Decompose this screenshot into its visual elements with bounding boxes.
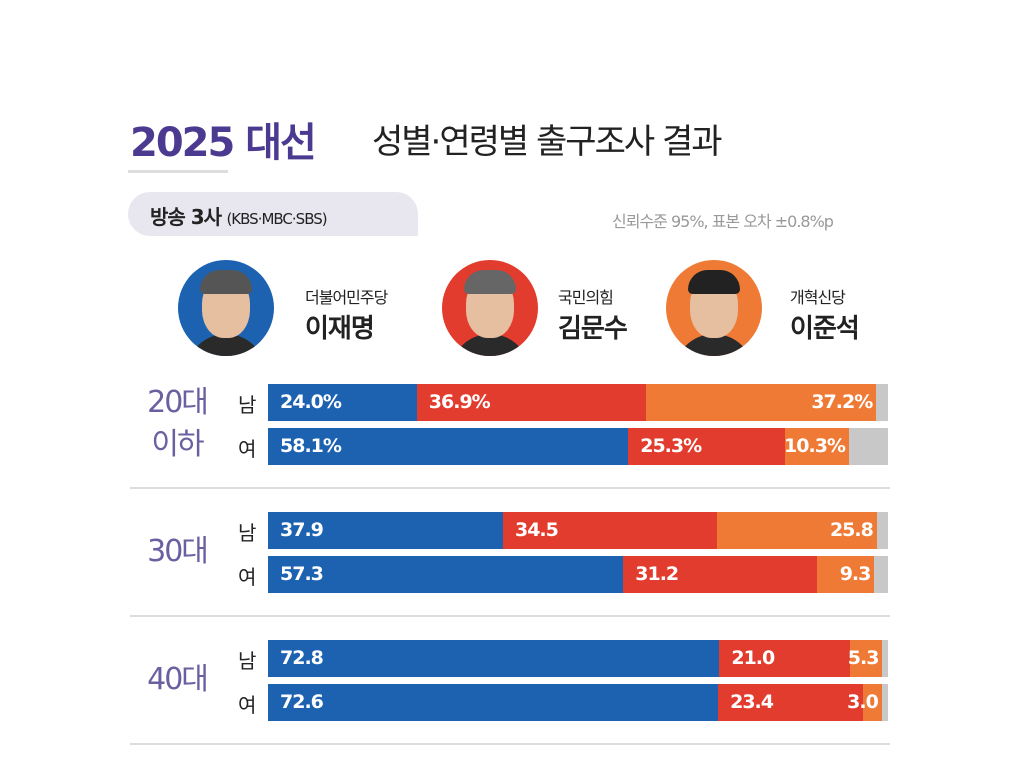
age-group-label: 40대 [147, 662, 209, 697]
data-label: 10.3% [784, 435, 846, 457]
candidate-party-1: 더불어민주당 [305, 288, 388, 307]
data-label: 34.5 [514, 519, 559, 541]
candidate-photo-2 [442, 260, 538, 356]
data-label: 21.0 [731, 647, 775, 669]
data-label: 25.8 [829, 519, 874, 541]
bar-segment-이재명 [268, 512, 503, 549]
bar-segment-이준석 [816, 556, 875, 593]
bar-segment-other [881, 684, 888, 721]
group-divider [130, 487, 890, 489]
candidate-party-2: 국민의힘 [558, 288, 614, 307]
bar-segment-이준석 [785, 428, 849, 465]
page-title: 성별·연령별 출구조사 결과 [372, 122, 723, 162]
sex-label: 여 [238, 437, 257, 461]
bar-segment-이준석 [849, 640, 883, 677]
ballot-box-base-decoration [128, 170, 228, 173]
candidate-photo-3 [666, 260, 762, 356]
data-label: 9.3 [839, 563, 872, 585]
data-label: 72.6 [280, 691, 324, 713]
bar-segment-이재명 [268, 556, 624, 593]
data-label: 25.3% [640, 435, 702, 457]
bar-segment-김문수 [718, 684, 864, 721]
candidate-name-1: 이재명 [305, 314, 375, 344]
sex-label: 여 [238, 565, 257, 589]
data-label: 37.2% [811, 391, 873, 413]
bar-segment-이재명 [268, 428, 629, 465]
bar-segment-other [874, 556, 888, 593]
sex-label: 남 [238, 393, 257, 417]
candidate-party-3: 개혁신당 [790, 288, 846, 307]
group-divider [130, 743, 890, 745]
bar-segment-김문수 [719, 640, 850, 677]
candidate-name-3: 이준석 [790, 314, 860, 344]
data-label: 57.3 [280, 563, 324, 585]
bar-segment-이준석 [645, 384, 877, 421]
sex-label: 남 [238, 521, 257, 545]
bar-segment-김문수 [502, 512, 717, 549]
bar-segment-other [848, 428, 888, 465]
sex-label: 남 [238, 649, 257, 673]
candidate-name-2: 김문수 [558, 314, 628, 344]
margin-of-error-note: 신뢰수준 95%, 표본 오차 ±0.8%p [612, 212, 834, 231]
source-label: 방송 3사 (KBS·MBC·SBS) [150, 201, 328, 230]
data-label: 5.3 [847, 647, 880, 669]
bar-segment-김문수 [623, 556, 817, 593]
data-label: 31.2 [635, 563, 679, 585]
data-label: 37.9 [280, 519, 324, 541]
bar-segment-이준석 [716, 512, 877, 549]
bar-segment-other [882, 640, 888, 677]
stacked-bar-chart: 24.0% 36.9% 37.2% 58.1% 25.3% 10.3% 37.9 34.5 25… [268, 0, 888, 759]
source-main: 방송 3사 [150, 205, 222, 229]
data-label: 3.0 [847, 691, 879, 713]
data-label: 23.4 [730, 691, 774, 713]
bar-segment-이재명 [268, 684, 719, 721]
bar-segment-이준석 [863, 684, 882, 721]
bar-segment-김문수 [628, 428, 786, 465]
group-divider [130, 615, 890, 617]
bar-segment-김문수 [416, 384, 646, 421]
source-detail: (KBS·MBC·SBS) [226, 210, 327, 228]
sex-label: 여 [238, 693, 257, 717]
age-group-label: 20대 이하 [147, 385, 209, 462]
candidate-photo-1 [178, 260, 274, 356]
bar-segment-other [876, 384, 888, 421]
data-label: 72.8 [280, 647, 324, 669]
data-label: 24.0% [280, 391, 342, 413]
source-badge [128, 192, 418, 236]
bar-segment-이재명 [268, 640, 720, 677]
title-year: 2025 대선 [130, 120, 317, 166]
bar-segment-이재명 [268, 384, 417, 421]
age-group-label: 30대 [147, 534, 209, 569]
bar-segment-other [876, 512, 888, 549]
data-label: 58.1% [280, 435, 342, 457]
data-label: 36.9% [428, 391, 491, 413]
